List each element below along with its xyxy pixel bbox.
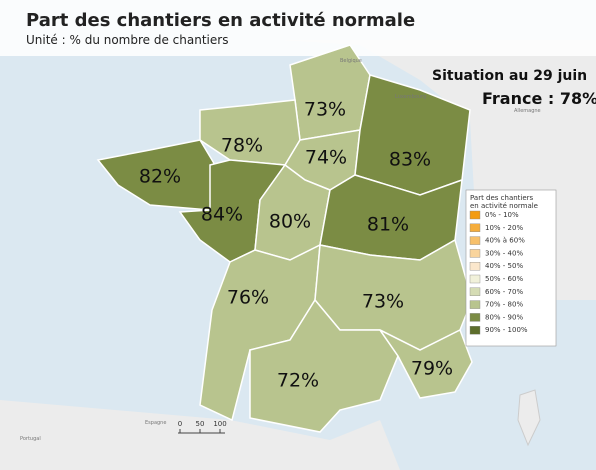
places: Belgique Luxembourg Allemagne Espagne Portug… — [20, 58, 541, 442]
header-bg — [0, 0, 596, 56]
scale-label: 50 — [196, 420, 205, 428]
place-name: Belgique — [340, 58, 362, 64]
scale-bar: 0 50 100 — [178, 420, 227, 434]
regions: 73% 78% 74% 83% 82% 84% 80% 81% 76% 73% 72% 79% — [96, 44, 473, 433]
legend-label: 70% - 80% — [485, 301, 523, 309]
region-label: 80% — [269, 211, 311, 233]
legend-box — [465, 189, 557, 347]
region-label: 76% — [227, 287, 269, 309]
legend-swatch — [469, 274, 481, 284]
region-label: 84% — [201, 204, 243, 226]
region — [249, 298, 399, 433]
title: Part des chantiers en activité normale — [26, 10, 415, 31]
region — [379, 328, 473, 399]
legend-label: 0% - 10% — [485, 211, 519, 219]
legend-label: 90% - 100% — [485, 326, 528, 334]
legend-swatch — [469, 236, 481, 245]
legend-label: 10% - 20% — [485, 224, 523, 232]
corsica — [517, 389, 541, 447]
region-label: 82% — [139, 166, 181, 188]
place-name: Allemagne — [514, 108, 541, 114]
legend-swatch — [469, 210, 481, 220]
region-label: 74% — [305, 147, 347, 169]
place-name: Portugal — [20, 436, 41, 442]
legend-title: Part des chantiers — [470, 194, 534, 202]
legend-title: en activité normale — [470, 202, 538, 210]
legend-label: 50% - 60% — [485, 275, 523, 283]
legend-swatch — [469, 300, 481, 309]
neighbors-south — [0, 400, 400, 470]
legend-swatch — [469, 262, 481, 271]
france-total: France : 78% — [482, 89, 596, 108]
region-label: 73% — [362, 291, 404, 313]
legend-label: 40% à 60% — [485, 237, 525, 245]
legend-swatch — [469, 223, 481, 233]
place-name: Espagne — [145, 420, 166, 426]
scale-label: 100 — [213, 420, 226, 428]
legend-label: 80% - 90% — [485, 313, 523, 321]
situation: Situation au 29 juin — [432, 68, 587, 84]
legend-swatch — [469, 326, 481, 335]
region-label: 81% — [367, 214, 409, 236]
region-label: 83% — [389, 149, 431, 171]
region-label: 78% — [221, 135, 263, 157]
place-name: Luxembourg — [395, 94, 426, 100]
region-label: 79% — [411, 358, 453, 380]
region-label: 72% — [277, 370, 319, 392]
legend-label: 60% - 70% — [485, 288, 523, 296]
legend-swatch — [469, 287, 481, 296]
subtitle: Unité : % du nombre de chantiers — [26, 33, 228, 47]
region-label: 73% — [304, 99, 346, 121]
scale-label: 0 — [178, 420, 182, 428]
legend-label: 40% - 50% — [485, 262, 523, 270]
legend-swatch — [469, 313, 481, 322]
legend-swatch — [469, 249, 481, 258]
legend-label: 30% - 40% — [485, 249, 523, 257]
